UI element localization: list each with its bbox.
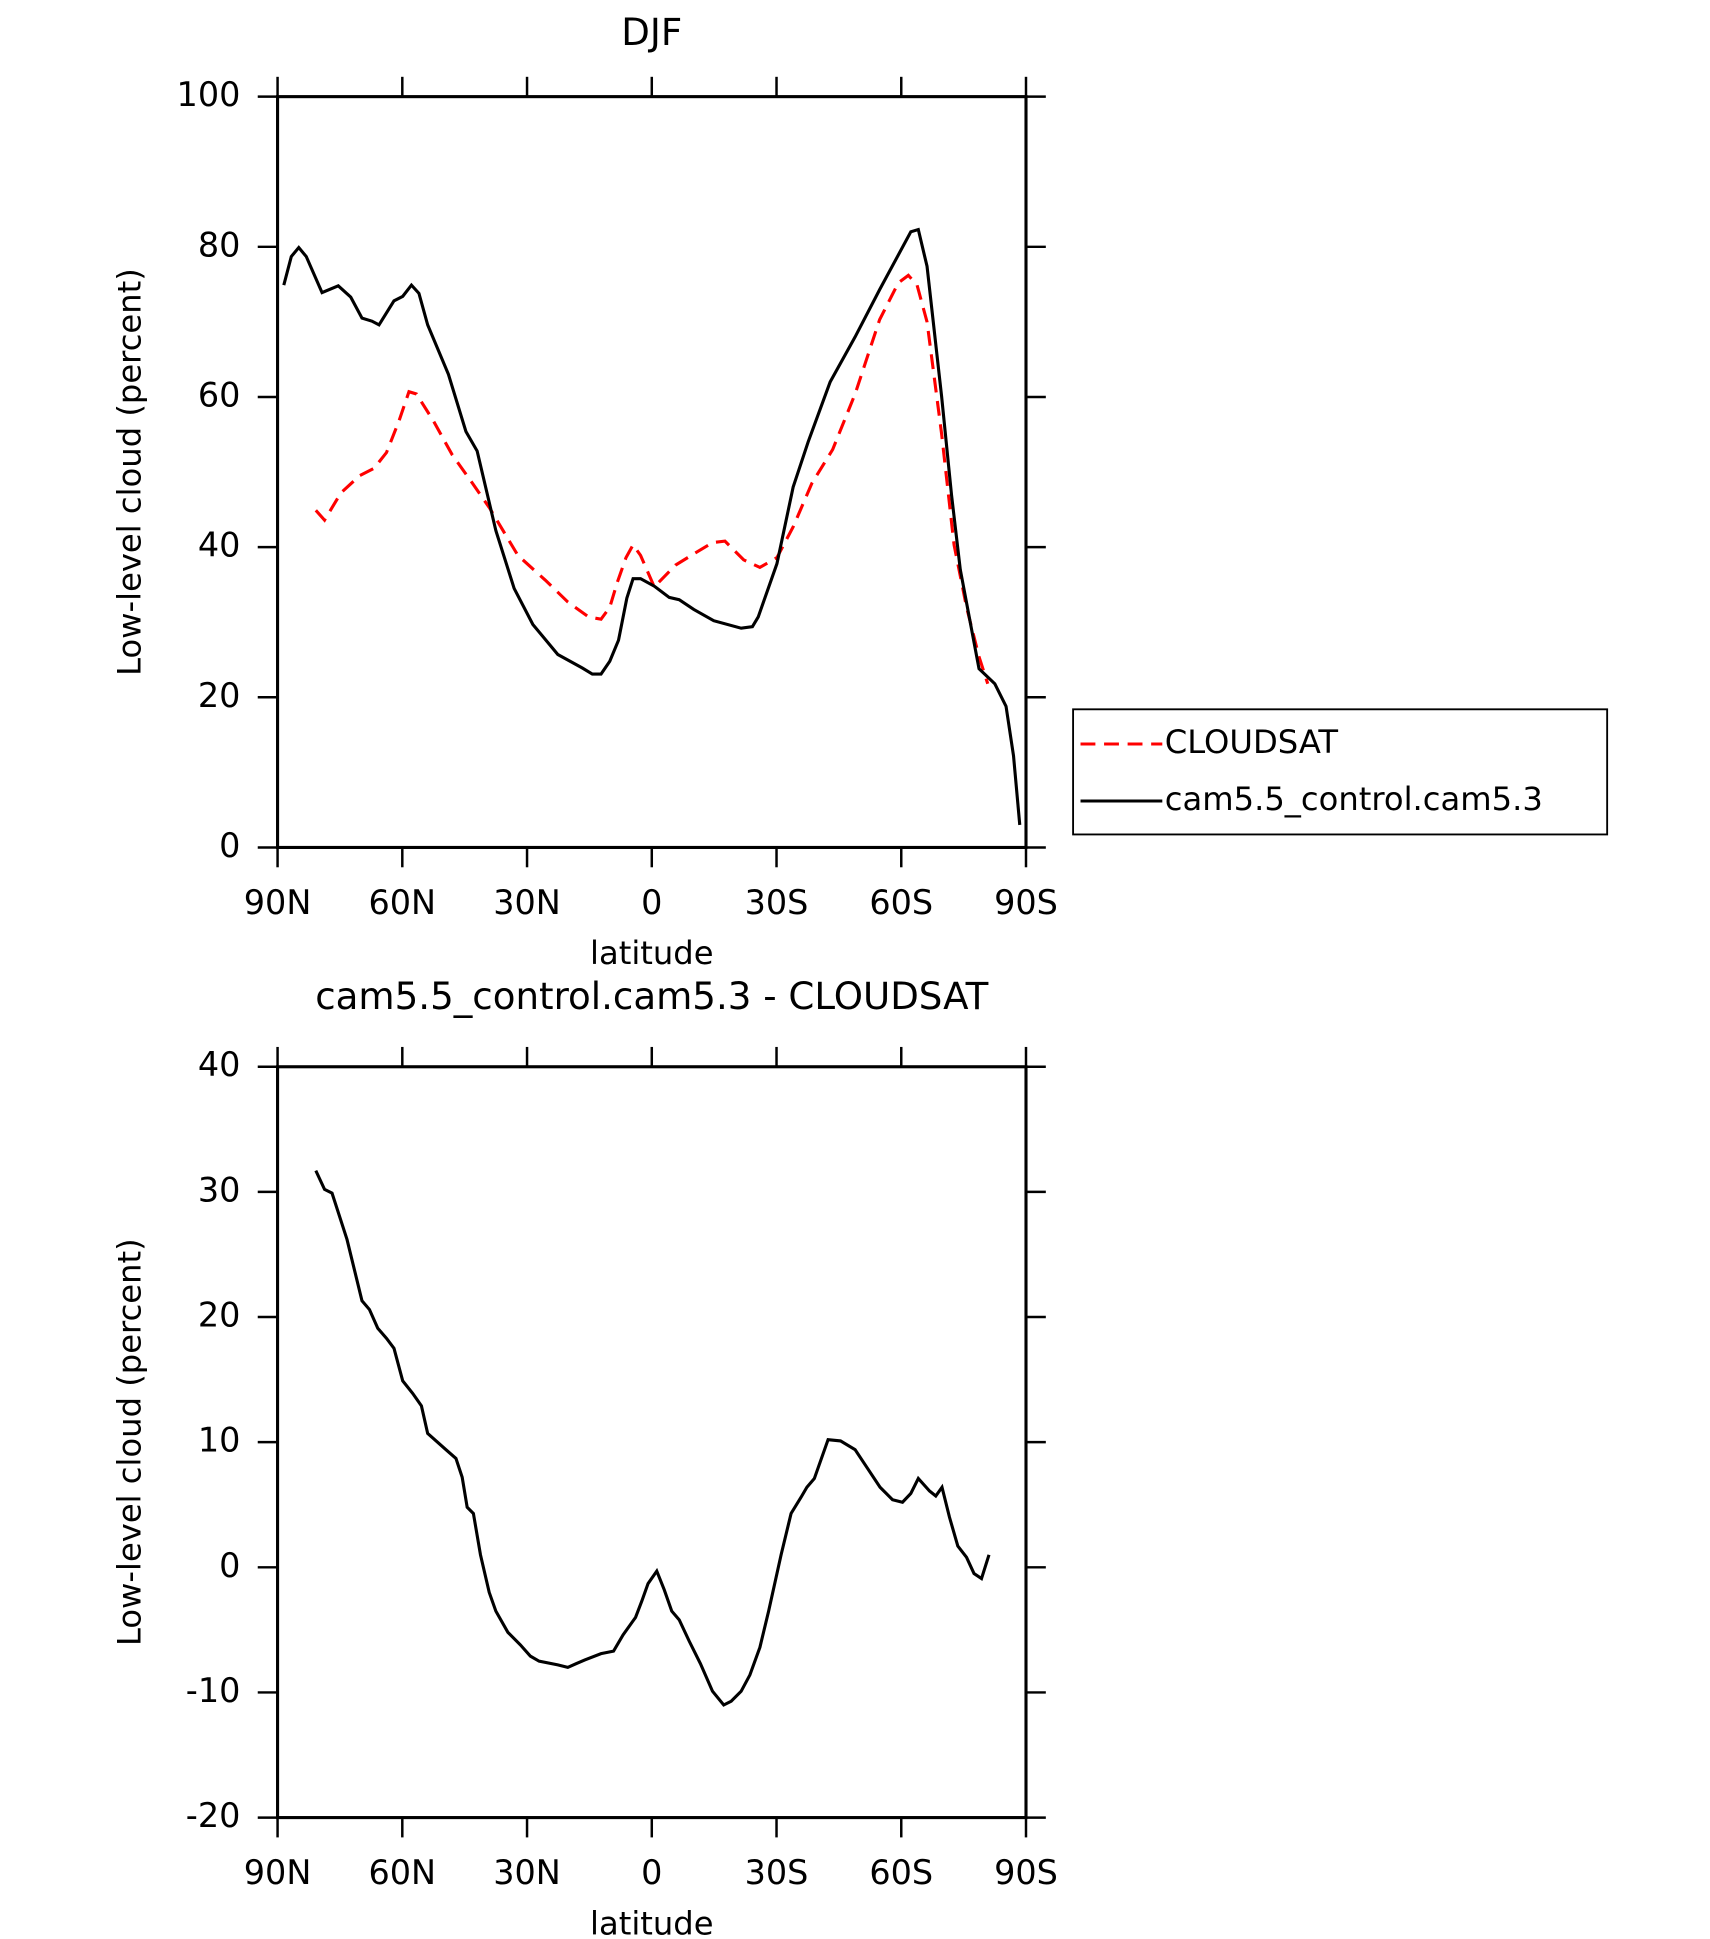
data-line — [282, 227, 1022, 826]
plot-frame — [276, 95, 1028, 850]
data-line — [314, 273, 990, 685]
y-tick-label: 80 — [198, 225, 241, 264]
x-tick-label: 0 — [641, 883, 662, 922]
y-tick-label: 0 — [219, 826, 240, 865]
plot-frame — [276, 1065, 1028, 1820]
y-tick-label: 30 — [198, 1170, 241, 1209]
x-tick-label: 30S — [745, 883, 809, 922]
y-tick-label: -20 — [186, 1796, 241, 1835]
x-tick-label: 30N — [493, 883, 561, 922]
chart-title: cam5.5_control.cam5.3 - CLOUDSAT — [315, 974, 988, 1018]
chart-title: DJF — [621, 10, 682, 54]
data-line — [314, 1169, 991, 1707]
x-tick-label: 60S — [869, 1853, 933, 1892]
x-tick-label: 60N — [369, 883, 437, 922]
x-tick-label: 0 — [641, 1853, 662, 1892]
y-tick-label: 40 — [198, 1045, 241, 1084]
y-axis-label: Low-level cloud (percent) — [110, 1238, 148, 1646]
x-axis-label: latitude — [590, 934, 714, 972]
x-tick-label: 60S — [869, 883, 933, 922]
y-axis-label: Low-level cloud (percent) — [110, 268, 148, 676]
x-tick-label: 90N — [244, 1853, 312, 1892]
y-tick-label: 0 — [219, 1546, 240, 1585]
x-tick-label: 90S — [994, 1853, 1058, 1892]
y-tick-label: 60 — [198, 375, 241, 414]
y-tick-label: 10 — [198, 1421, 241, 1460]
y-tick-label: 20 — [198, 1296, 241, 1335]
x-tick-label: 30S — [745, 1853, 809, 1892]
x-tick-label: 30N — [493, 1853, 561, 1892]
legend-box — [1072, 708, 1609, 836]
y-tick-label: -10 — [186, 1671, 241, 1710]
legend-label: cam5.5_control.cam5.3 — [1165, 780, 1543, 818]
x-tick-label: 90S — [994, 883, 1058, 922]
x-tick-label: 90N — [244, 883, 312, 922]
x-tick-label: 60N — [369, 1853, 437, 1892]
legend-label: CLOUDSAT — [1165, 723, 1339, 761]
y-tick-label: 40 — [198, 526, 241, 565]
y-tick-label: 20 — [198, 676, 241, 715]
y-tick-label: 100 — [177, 75, 241, 114]
x-axis-label: latitude — [590, 1904, 714, 1939]
